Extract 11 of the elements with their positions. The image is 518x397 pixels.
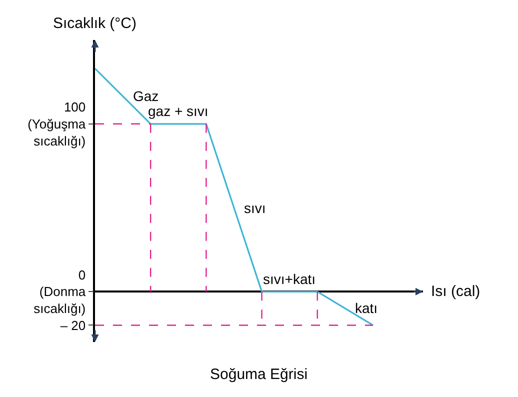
text: Soğuma Eğrisi [210, 366, 308, 383]
annotation: katı [355, 300, 378, 316]
x-axis-title: Isı (cal) [431, 283, 480, 300]
annotation: Gaz [133, 88, 159, 104]
annotation: sıvı [244, 200, 266, 216]
annotation: sıvı+katı [263, 271, 316, 287]
annotation: gaz + sıvı [148, 103, 208, 119]
y-tick-label: 0 (Donma sıcaklığı) [34, 267, 86, 316]
y-axis-title: Sıcaklık (°C) [53, 15, 137, 32]
y-tick-label: 100 (Yoğuşma sıcaklığı) [28, 100, 86, 148]
y-tick-label: – 20 [60, 318, 86, 333]
